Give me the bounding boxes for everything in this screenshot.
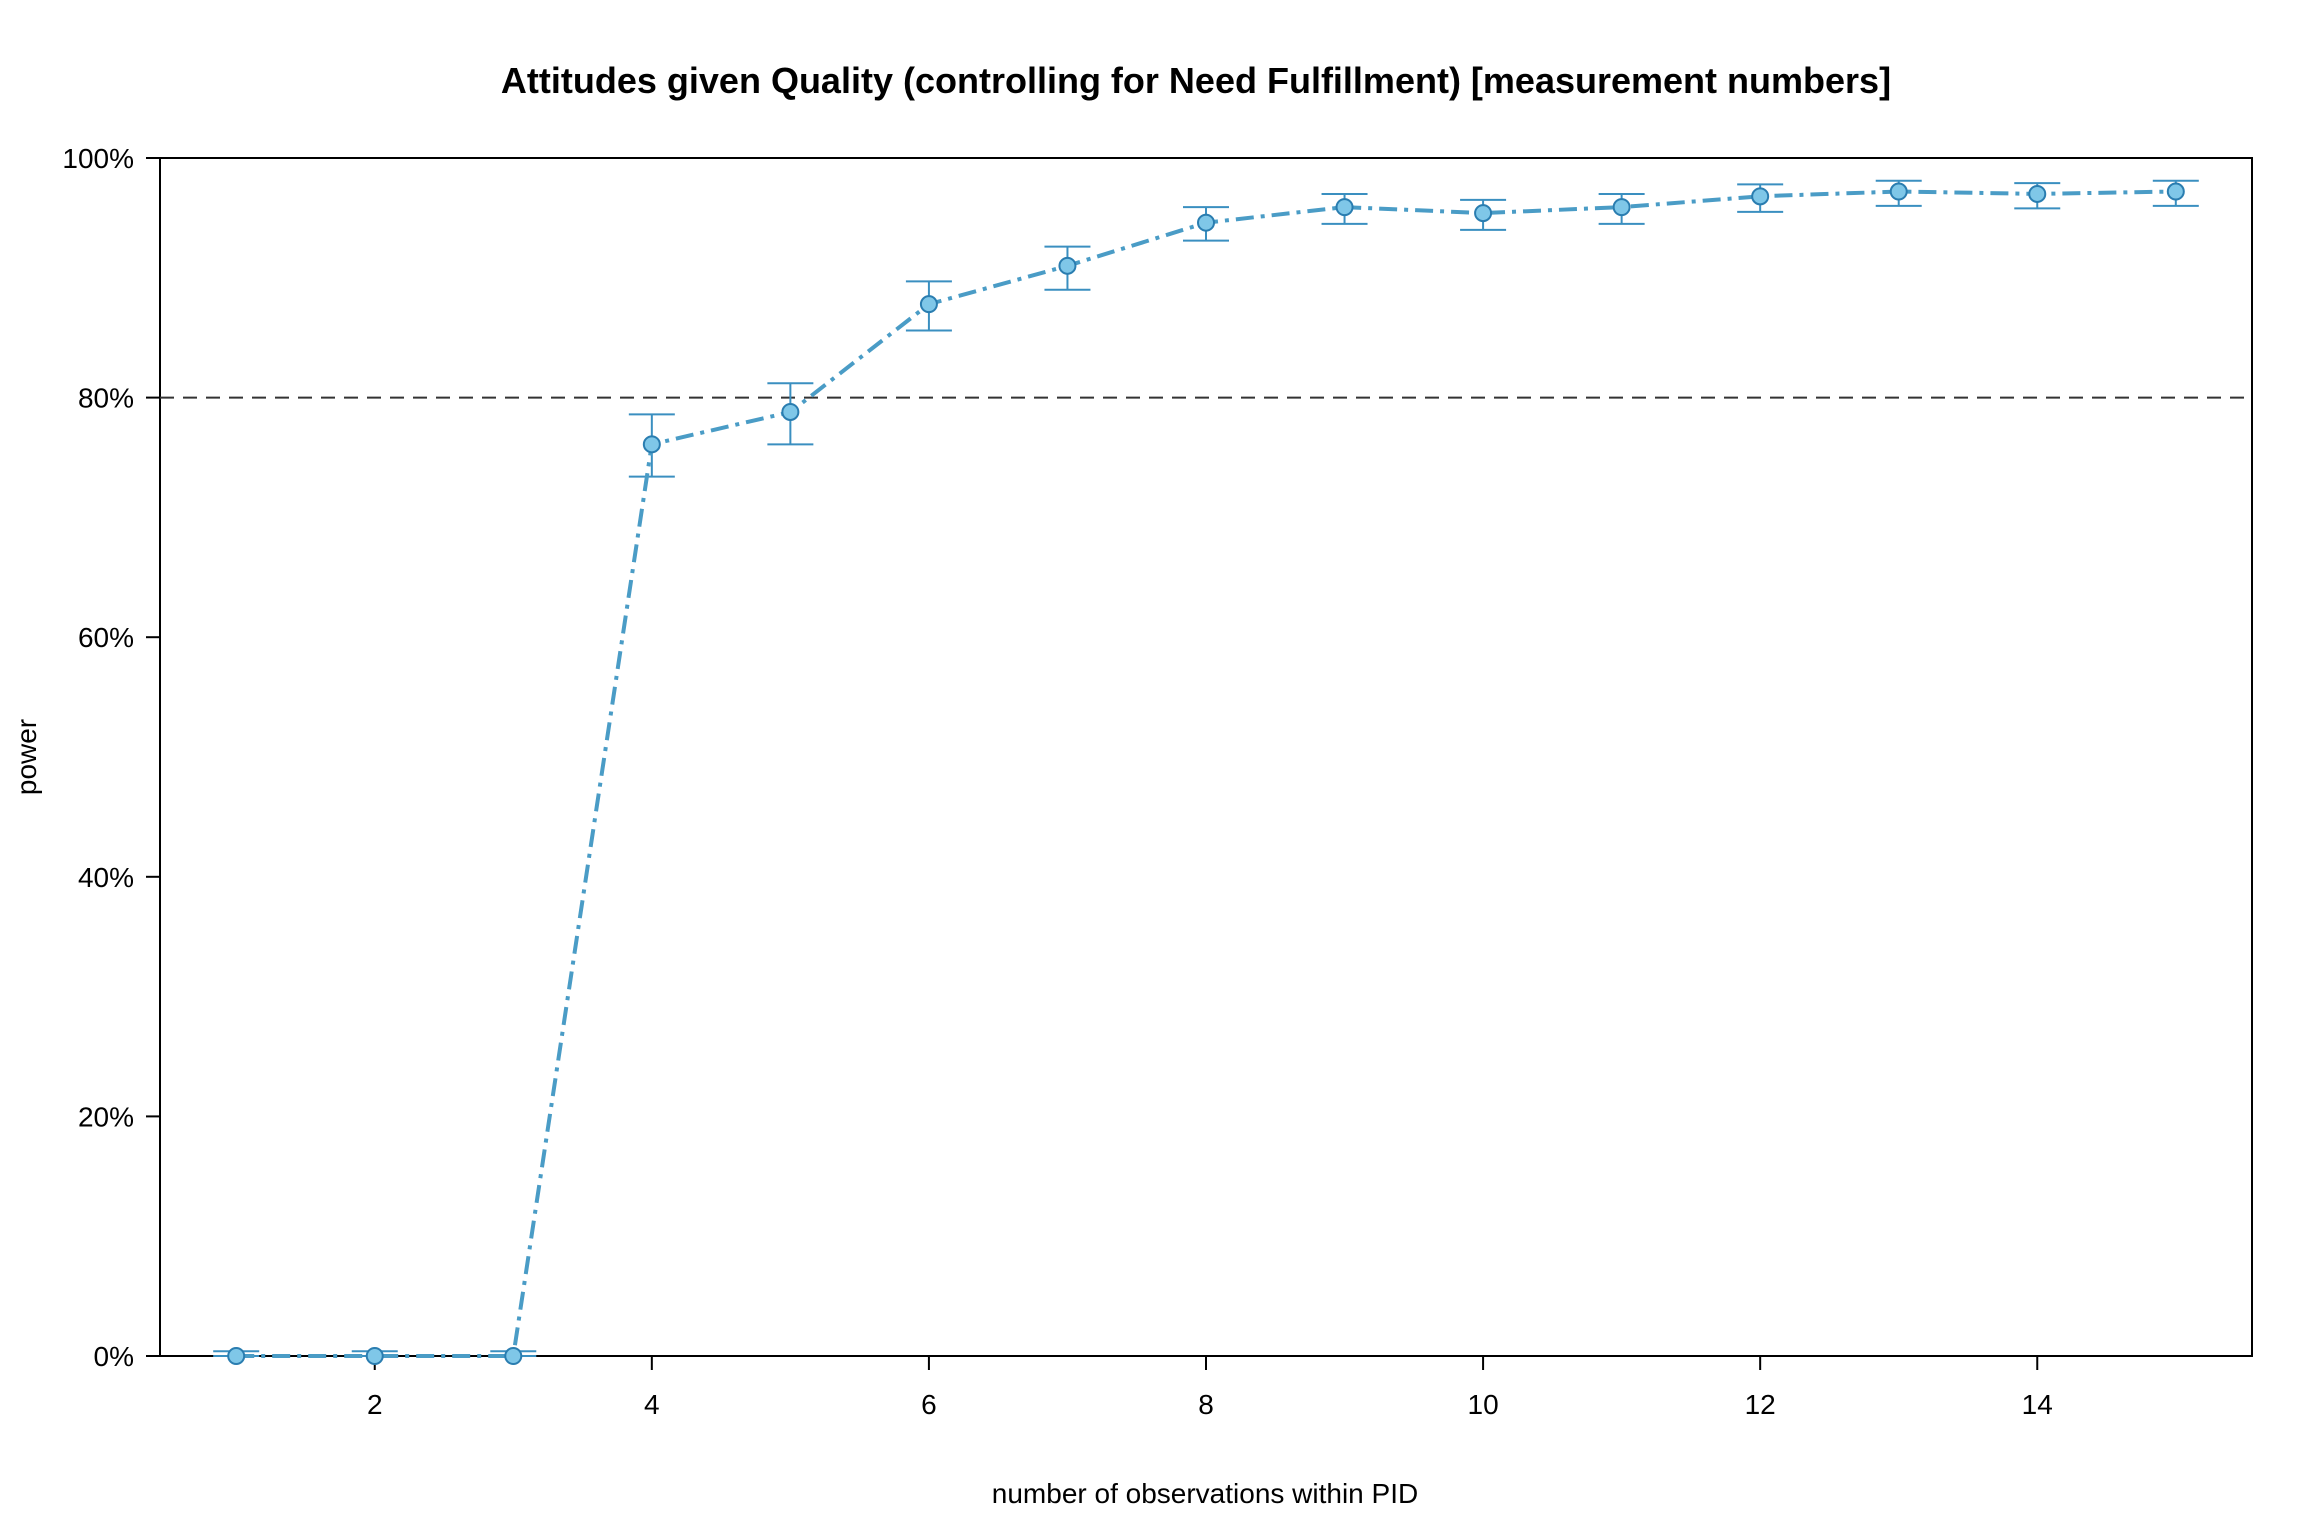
data-point — [1889, 182, 1908, 201]
chart-title: Attitudes given Quality (controlling for… — [501, 60, 1891, 101]
x-axis-label: number of observations within PID — [992, 1478, 1418, 1509]
x-axis: 2 4 6 8 10 12 14 — [367, 1356, 2053, 1420]
y-tick-label: 0% — [94, 1341, 134, 1372]
data-point — [1474, 204, 1493, 223]
y-tick-label: 60% — [78, 622, 134, 653]
data-point — [642, 435, 661, 454]
x-tick-label: 2 — [367, 1389, 383, 1420]
data-point — [227, 1347, 246, 1365]
data-point — [365, 1347, 384, 1365]
x-tick-label: 8 — [1198, 1389, 1214, 1420]
x-tick-label: 4 — [644, 1389, 660, 1420]
y-tick-label: 40% — [78, 862, 134, 893]
error-bars — [213, 179, 2199, 1357]
data-point — [781, 402, 800, 421]
data-point — [1612, 198, 1631, 217]
data-point — [1197, 213, 1215, 232]
x-tick-label: 14 — [2022, 1389, 2053, 1420]
plot-frame — [159, 157, 2253, 1357]
data-point — [1751, 187, 1770, 206]
data-point — [1058, 256, 1077, 275]
data-point — [2028, 184, 2047, 203]
y-axis-label: power — [11, 719, 42, 795]
x-tick-label: 12 — [1745, 1389, 1776, 1420]
y-tick-label: 80% — [78, 383, 134, 414]
x-tick-label: 10 — [1468, 1389, 1499, 1420]
data-point — [2166, 182, 2185, 201]
y-tick-label: 20% — [78, 1101, 134, 1132]
series-line — [236, 189, 2176, 1358]
x-tick-label: 6 — [921, 1389, 937, 1420]
data-point — [1335, 198, 1354, 217]
data-point — [919, 295, 938, 314]
data-point — [504, 1347, 523, 1365]
y-axis: 0% 20% 40% 60% 80% 100% — [62, 143, 160, 1372]
y-tick-label: 100% — [62, 143, 134, 174]
data-points — [227, 182, 2185, 1365]
